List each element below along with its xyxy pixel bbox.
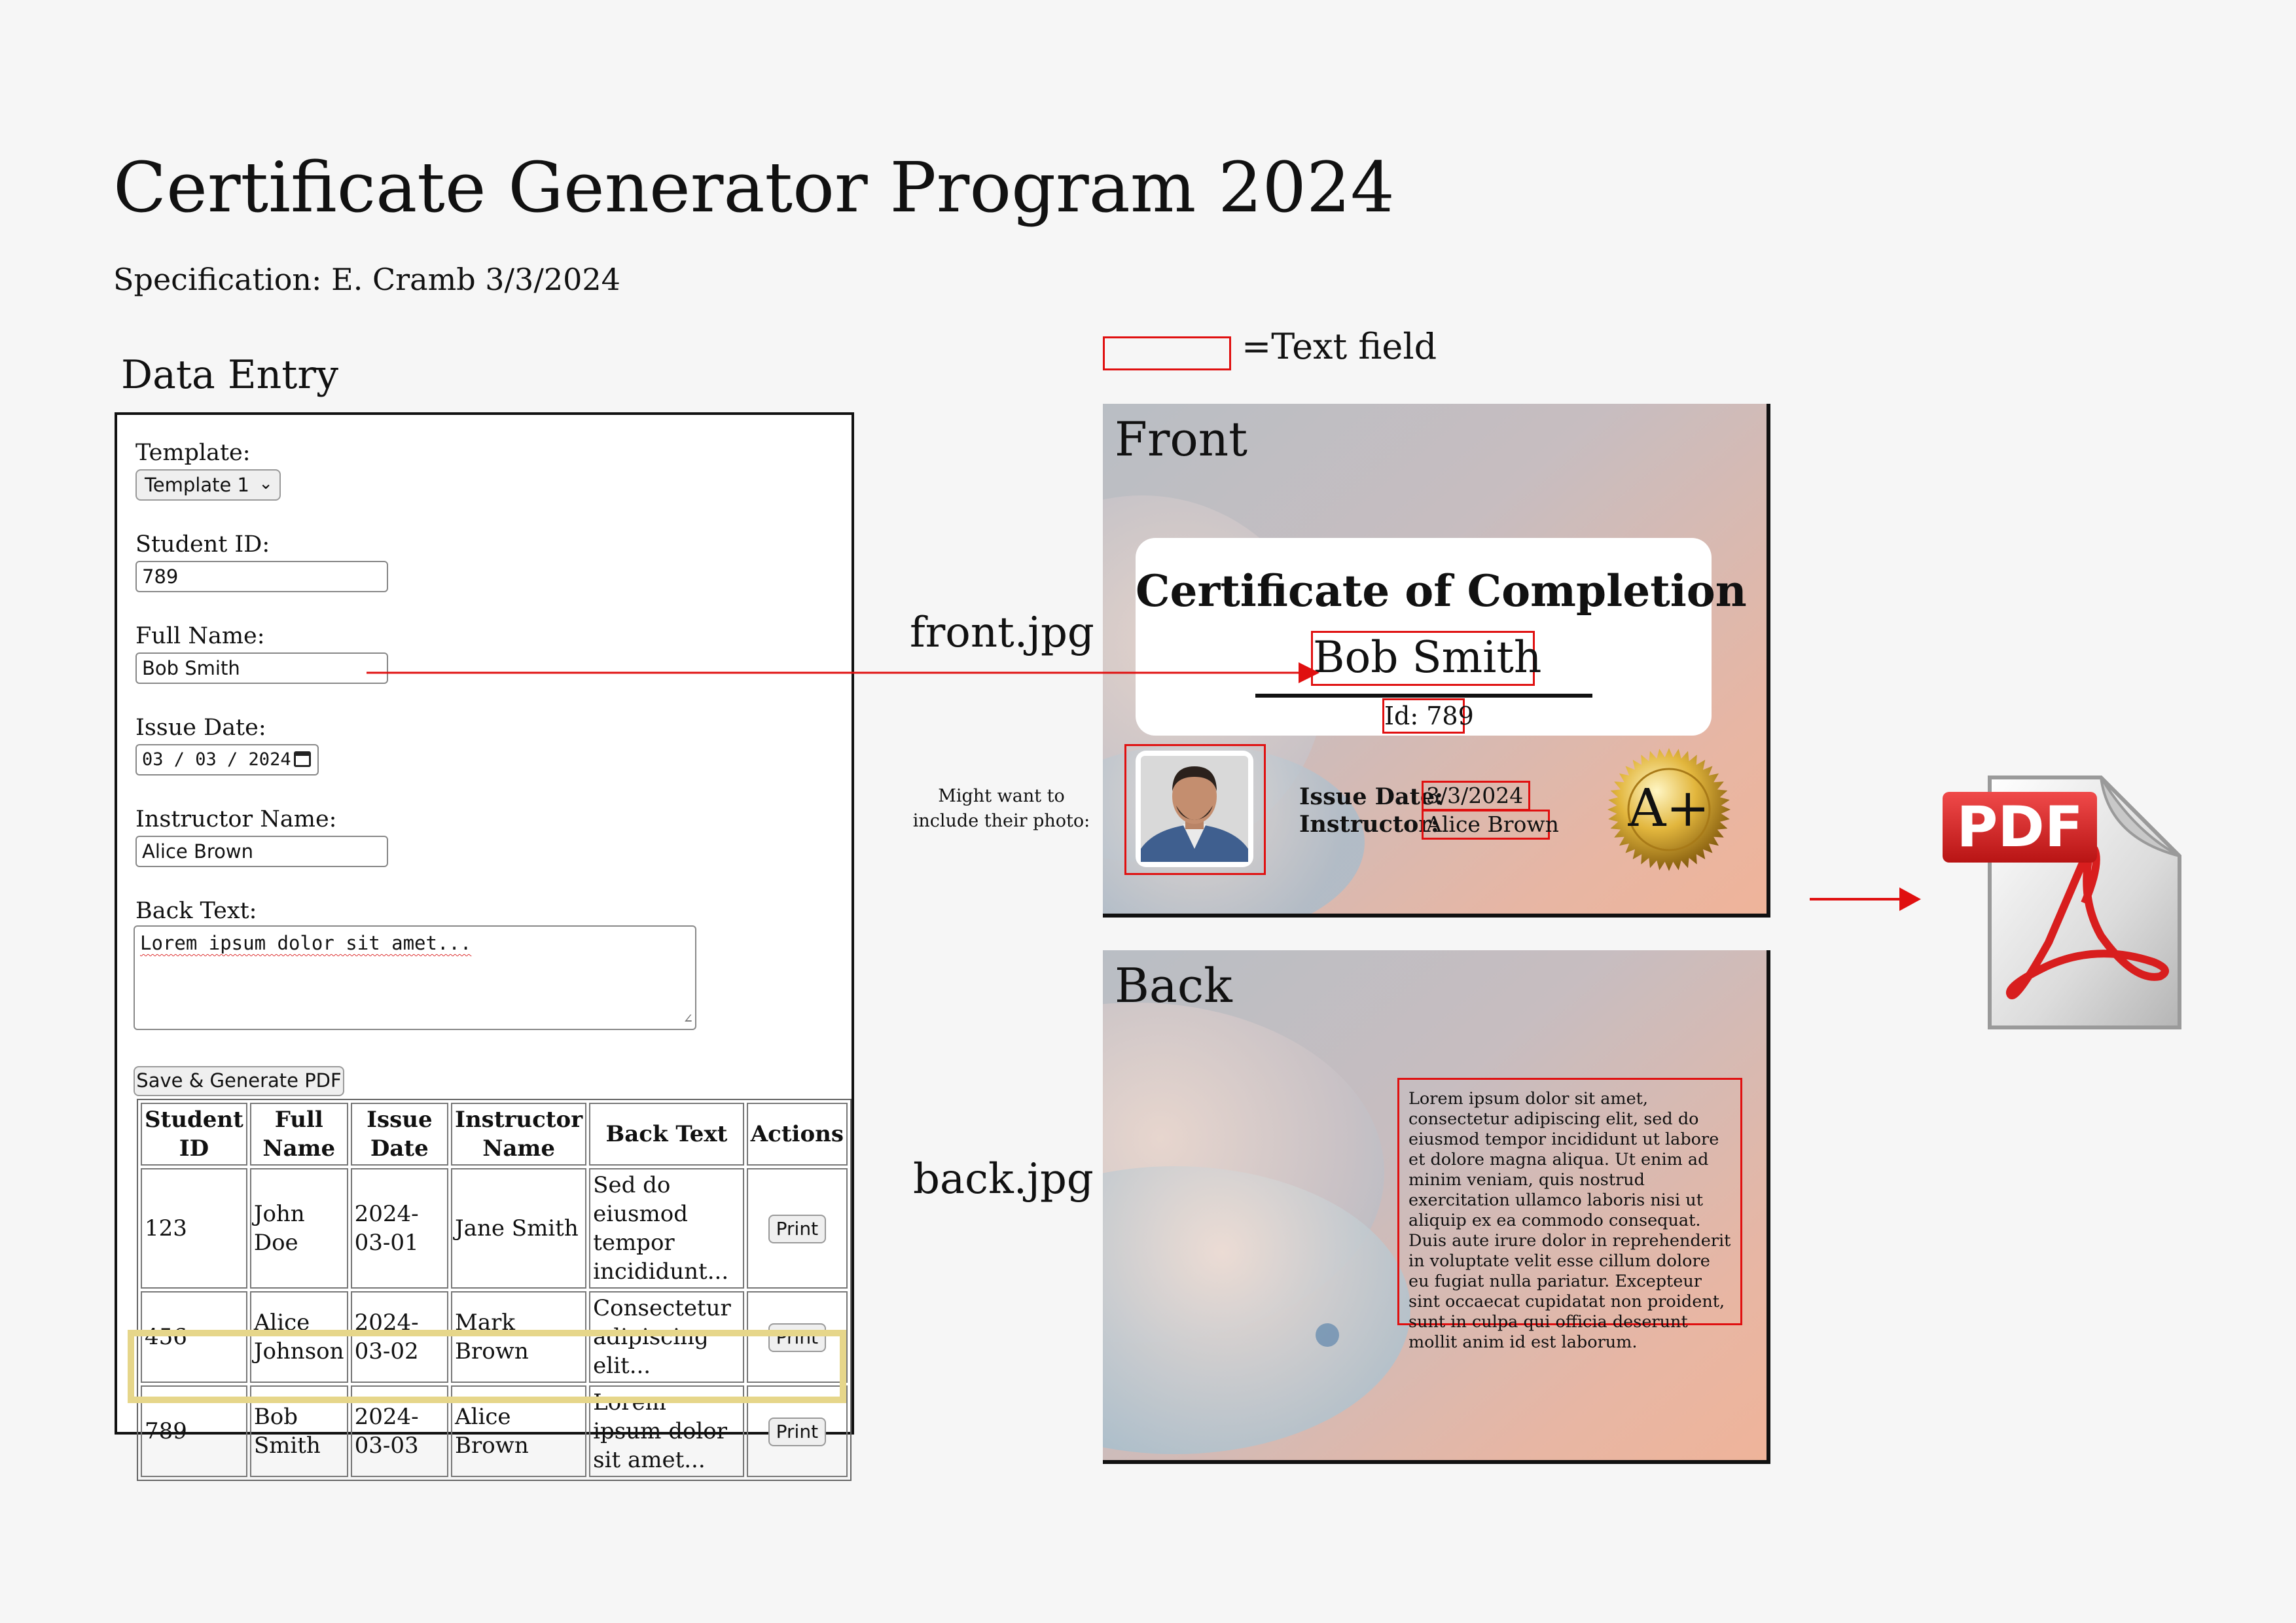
back-file-label: back.jpg (913, 1155, 1094, 1204)
instructor-input[interactable]: Alice Brown (135, 836, 388, 867)
chevron-down-icon: ⌄ (259, 474, 273, 493)
seal-text: A+ (1628, 777, 1710, 838)
cell-instructor: Alice Brown (451, 1385, 587, 1477)
column-header: Issue Date (350, 1103, 449, 1166)
table-row: 123 John Doe 2024-03-01 Jane Smith Sed d… (141, 1168, 848, 1289)
name-underline (1255, 694, 1592, 698)
table-header-row: Student ID Full Name Issue Date Instruct… (141, 1103, 848, 1166)
pdf-icon-label: PDF (1956, 794, 2083, 860)
records-table: Student ID Full Name Issue Date Instruct… (137, 1099, 852, 1481)
seal-icon (1607, 748, 1731, 871)
instructor-label: Instructor Name: (135, 806, 337, 832)
front-file-label: front.jpg (910, 609, 1094, 657)
save-generate-pdf-button[interactable]: Save & Generate PDF (134, 1066, 344, 1096)
certificate-panel: Certificate of Completion Bob Smith Id: … (1136, 538, 1747, 736)
issue-date-field: 3/3/2024 (1422, 781, 1530, 811)
pdf-icon: PDF (1937, 766, 2186, 1041)
column-header: Student ID (141, 1103, 247, 1166)
photo-note: Might want to include their photo: (912, 786, 1090, 831)
print-button[interactable]: Print (768, 1215, 827, 1243)
cell-issue-date: 2024-03-01 (350, 1168, 449, 1289)
back-text-label: Back Text: (135, 898, 257, 924)
template-label: Template: (135, 440, 251, 466)
template-select[interactable]: Template 1 ⌄ (135, 469, 281, 501)
back-text-field: Lorem ipsum dolor sit amet, consectetur … (1397, 1078, 1742, 1352)
back-text-textarea[interactable]: Lorem ipsum dolor sit amet... ∠ (134, 925, 696, 1030)
instructor-field: Alice Brown (1422, 810, 1559, 840)
front-certificate-card: Front Certificate of Completion Bob Smit… (1103, 404, 1770, 918)
cell-actions: Print (746, 1385, 848, 1477)
back-heading: Back (1115, 958, 1232, 1013)
cell-student-id: 456 (141, 1291, 247, 1383)
cell-back-text: Consectetur adipiscing elit... (589, 1291, 744, 1383)
column-header: Back Text (589, 1103, 744, 1166)
student-id-field: Id: 789 (1382, 698, 1474, 734)
cell-student-id: 123 (141, 1168, 247, 1289)
cell-full-name: Bob Smith (249, 1385, 348, 1477)
photo-field (1124, 744, 1266, 875)
text-field-legend-swatch (1103, 336, 1231, 370)
issue-date-label: Issue Date: (135, 715, 266, 741)
issue-date-value: 03 / 03 / 2024 (142, 749, 291, 770)
certificate-title: Certificate of Completion (1136, 565, 1747, 616)
front-heading: Front (1115, 412, 1248, 467)
person-icon (1141, 756, 1248, 862)
cell-instructor: Jane Smith (451, 1168, 587, 1289)
decorative-dot (1316, 1323, 1339, 1347)
back-text-value: Lorem ipsum dolor sit amet... (140, 932, 472, 954)
arrowhead-icon (1899, 887, 1921, 911)
data-entry-heading: Data Entry (121, 352, 338, 398)
column-header: Instructor Name (451, 1103, 587, 1166)
specification-line: Specification: E. Cramb 3/3/2024 (113, 262, 620, 297)
text-field-legend-label: =Text field (1242, 326, 1437, 367)
cell-actions: Print (746, 1291, 848, 1383)
template-select-value: Template 1 (145, 474, 249, 496)
student-id-label: Student ID: (135, 531, 270, 558)
full-name-label: Full Name: (135, 623, 265, 649)
gold-seal: A+ (1607, 747, 1731, 872)
recipient-name-field: Bob Smith (1311, 631, 1541, 686)
issue-date-caption: Issue Date: (1299, 783, 1444, 810)
issue-date-input[interactable]: 03 / 03 / 2024 (135, 744, 319, 776)
student-photo (1136, 751, 1253, 867)
instructor-caption: Instructor: (1299, 811, 1439, 838)
cell-issue-date: 2024-03-03 (350, 1385, 449, 1477)
calendar-icon[interactable] (294, 751, 311, 767)
back-certificate-card: Back Lorem ipsum dolor sit amet, consect… (1103, 950, 1770, 1464)
cell-full-name: John Doe (249, 1168, 348, 1289)
column-header: Full Name (249, 1103, 348, 1166)
data-entry-panel: Template: Template 1 ⌄ Student ID: 789 F… (115, 412, 854, 1481)
full-name-input[interactable]: Bob Smith (135, 652, 388, 684)
page-title: Certificate Generator Program 2024 (113, 147, 1395, 228)
resize-handle-icon[interactable]: ∠ (683, 1011, 692, 1027)
print-button[interactable]: Print (768, 1418, 827, 1446)
student-id-input[interactable]: 789 (135, 561, 388, 592)
cell-back-text: Sed do eiusmod tempor incididunt... (589, 1168, 744, 1289)
column-header: Actions (746, 1103, 848, 1166)
selected-row-highlight (128, 1330, 846, 1403)
cell-actions: Print (746, 1168, 848, 1289)
cell-student-id: 789 (141, 1385, 247, 1477)
